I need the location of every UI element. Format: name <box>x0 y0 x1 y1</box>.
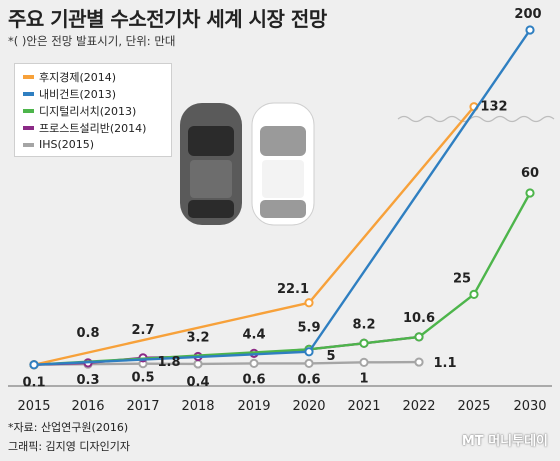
data-label: 0.6 <box>242 372 265 387</box>
data-point <box>525 188 535 198</box>
data-label: 3.2 <box>186 331 209 346</box>
data-point <box>304 347 314 357</box>
data-label: 25 <box>453 271 471 286</box>
x-tick-label: 2025 <box>457 399 490 414</box>
data-label: 1.8 <box>157 355 180 370</box>
x-tick-label: 2016 <box>71 399 104 414</box>
series-line <box>33 192 532 366</box>
data-point <box>304 358 314 369</box>
data-label: 5 <box>326 349 335 364</box>
legend-label: 후지경제(2014) <box>39 70 117 84</box>
legend-swatch <box>23 91 34 96</box>
axis-break-wave <box>397 115 555 123</box>
data-point <box>304 298 314 308</box>
watermark-logo: MT 머니투데이 <box>461 434 548 449</box>
x-tick-label: 2030 <box>513 399 546 414</box>
chart-subtitle: *( )안은 전망 발표시기, 단위: 만대 <box>8 34 176 48</box>
legend-label: 디지털리서치(2013) <box>39 104 137 118</box>
data-label: 2.7 <box>131 323 154 338</box>
data-point <box>359 357 369 367</box>
data-label: 1.1 <box>433 356 456 371</box>
series-line <box>33 360 420 366</box>
legend-swatch <box>23 125 34 130</box>
source-note: *자료: 산업연구원(2016) <box>8 421 129 434</box>
x-tick-label: 2020 <box>292 399 325 414</box>
data-label: 0.5 <box>131 371 154 386</box>
legend-swatch <box>23 108 34 113</box>
legend-label: 내비건트(2013) <box>39 87 117 101</box>
legend-label: 프로스트설리반(2014) <box>39 121 147 135</box>
data-label: 4.4 <box>242 327 265 342</box>
data-label: 200 <box>514 7 541 22</box>
x-tick-label: 2022 <box>402 399 435 414</box>
legend-swatch <box>23 74 34 79</box>
legend-item: 프로스트설리반(2014) <box>23 119 165 136</box>
data-label: 132 <box>480 100 507 115</box>
data-point <box>469 289 479 299</box>
legend: 후지경제(2014) 내비건트(2013) 디지털리서치(2013) 프로스트설… <box>14 63 172 157</box>
chart-title: 주요 기관별 수소전기차 세계 시장 전망 <box>8 7 327 31</box>
car-illustration <box>180 102 315 226</box>
x-tick-label: 2017 <box>126 399 159 414</box>
data-point <box>249 358 259 369</box>
x-tick-label: 2021 <box>347 399 380 414</box>
data-point <box>359 338 369 348</box>
data-label: 10.6 <box>403 311 435 326</box>
data-point <box>525 25 535 35</box>
legend-item: IHS(2015) <box>23 136 165 153</box>
credit-note: 그래픽: 김지영 디자인기자 <box>8 440 131 453</box>
data-label: 0.6 <box>297 372 320 387</box>
data-label: 0.1 <box>22 376 45 391</box>
data-label: 0.3 <box>76 373 99 388</box>
x-tick-label: 2019 <box>237 399 270 414</box>
data-point <box>414 332 424 342</box>
legend-item: 내비건트(2013) <box>23 85 165 102</box>
data-label: 5.9 <box>297 320 320 335</box>
legend-swatch <box>23 142 34 147</box>
data-point <box>414 357 424 367</box>
legend-item: 디지털리서치(2013) <box>23 102 165 119</box>
data-point <box>29 360 39 370</box>
x-tick-label: 2015 <box>17 399 50 414</box>
data-label: 0.8 <box>76 326 99 341</box>
data-label: 60 <box>521 166 539 181</box>
data-label: 22.1 <box>277 282 309 297</box>
data-point <box>193 359 203 369</box>
legend-item: 후지경제(2014) <box>23 68 165 85</box>
x-tick-label: 2018 <box>181 399 214 414</box>
data-label: 1 <box>359 371 368 386</box>
data-label: 8.2 <box>352 317 375 332</box>
data-label: 0.4 <box>186 375 209 390</box>
axis-break-gap <box>398 113 558 125</box>
legend-label: IHS(2015) <box>39 138 95 151</box>
